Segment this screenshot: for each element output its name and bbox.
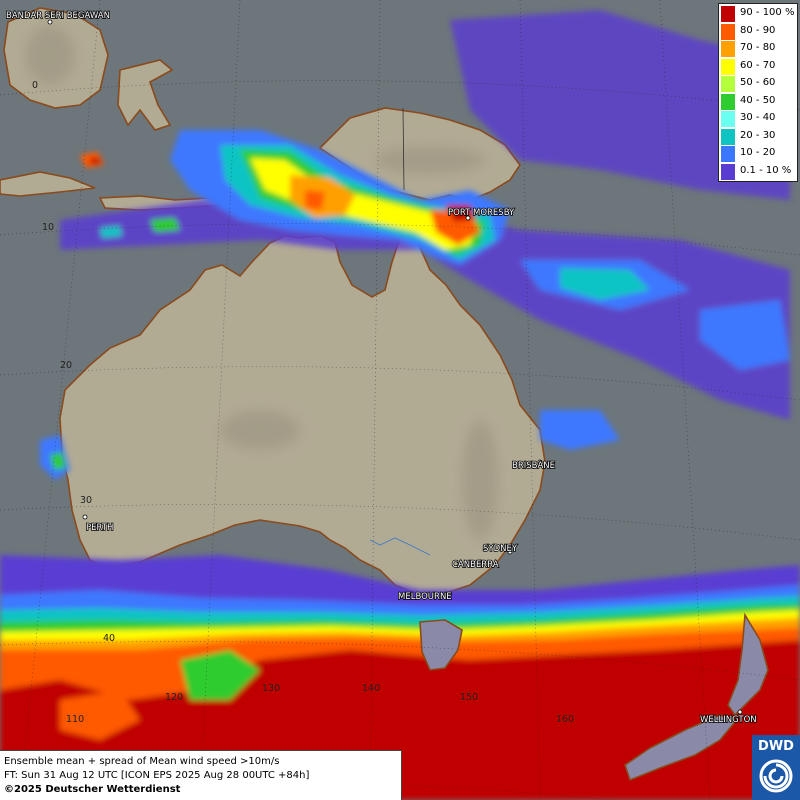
legend-item: 30 - 40	[721, 111, 797, 128]
legend-item: 40 - 50	[721, 93, 797, 111]
city-melbourne: MELBOURNE	[398, 592, 452, 602]
legend-item: 60 - 70	[721, 58, 797, 76]
swirl-icon	[759, 759, 793, 793]
legend-label: 90 - 100 %	[740, 7, 795, 18]
legend-label: 70 - 80	[740, 42, 776, 53]
lat-label-30: 30	[80, 495, 92, 506]
legend-label: 80 - 90	[740, 24, 776, 36]
product-title: Ensemble mean + spread of Mean wind spee…	[4, 756, 280, 767]
lon-label-120: 120	[165, 692, 183, 703]
latitude-labels: 0 10 20 30 40	[32, 80, 115, 644]
city-perth: PERTH	[86, 523, 113, 533]
legend-label: 10 - 20	[740, 147, 776, 158]
legend-label: 0.1 - 10 %	[740, 164, 792, 176]
lat-label-10: 10	[42, 222, 54, 233]
legend-label: 50 - 60	[740, 77, 776, 88]
longitude-labels: 110 120 130 140 150 160	[66, 683, 574, 725]
legend-swatch	[721, 146, 735, 162]
legend-swatch	[721, 58, 735, 75]
legend-swatch	[721, 23, 735, 40]
legend-swatch	[721, 163, 735, 180]
legend-label: 20 - 30	[740, 129, 776, 141]
legend-swatch	[721, 93, 735, 110]
legend-label: 40 - 50	[740, 94, 776, 106]
legend-swatch	[721, 6, 735, 22]
legend-item: 50 - 60	[721, 76, 797, 93]
australia-land	[59, 234, 546, 596]
city-bandar-seri-begawan: BANDAR SERI BEGAWAN	[6, 11, 110, 21]
legend-label: 60 - 70	[740, 59, 776, 71]
lon-label-130: 130	[262, 683, 280, 694]
lat-label-0: 0	[32, 80, 38, 91]
dwd-logo-text: DWD	[758, 739, 794, 754]
legend-item: 10 - 20	[721, 146, 797, 163]
city-sydney: SYDNEY	[483, 544, 518, 554]
forecast-info-box: Ensemble mean + spread of Mean wind spee…	[0, 750, 402, 800]
legend-item: 90 - 100 %	[721, 6, 797, 23]
legend-swatch	[721, 41, 735, 57]
murray-river	[369, 537, 431, 556]
sulawesi-land	[117, 59, 174, 131]
lat-label-40: 40	[103, 633, 115, 644]
lon-label-110: 110	[66, 714, 84, 725]
legend-item: 80 - 90	[721, 23, 797, 41]
copyright: ©2025 Deutscher Wetterdienst	[4, 784, 181, 795]
legend-item: 0.1 - 10 %	[721, 163, 797, 181]
legend-item: 20 - 30	[721, 128, 797, 146]
city-wellington: WELLINGTON	[700, 715, 757, 725]
coastlines	[419, 612, 769, 782]
java-land	[0, 171, 96, 197]
city-port-moresby: PORT MORESBY	[448, 208, 515, 218]
city-brisbane: BRISBANE	[512, 461, 555, 471]
legend-swatch	[721, 111, 735, 127]
lon-label-160: 160	[556, 714, 574, 725]
probability-field-north	[40, 10, 790, 480]
dwd-logo: DWD	[752, 735, 800, 800]
legend-item: 70 - 80	[721, 41, 797, 58]
legend-swatch	[721, 128, 735, 145]
lon-label-150: 150	[460, 692, 478, 703]
probability-legend: 90 - 100 % 80 - 90 70 - 80 60 - 70 50 - 60 40…	[718, 3, 798, 182]
terrain-shading	[25, 25, 498, 540]
lon-label-140: 140	[362, 683, 380, 694]
legend-swatch	[721, 76, 735, 92]
lat-label-20: 20	[60, 360, 72, 371]
border-line	[402, 107, 405, 191]
city-markers	[47, 19, 743, 715]
legend-label: 30 - 40	[740, 112, 776, 123]
forecast-time: FT: Sun 31 Aug 12 UTC [ICON EPS 2025 Aug…	[4, 770, 310, 781]
city-canberra: CANBERRA	[452, 560, 499, 570]
city-labels: BANDAR SERI BEGAWAN PORT MORESBY BRISBAN…	[5, 10, 757, 726]
